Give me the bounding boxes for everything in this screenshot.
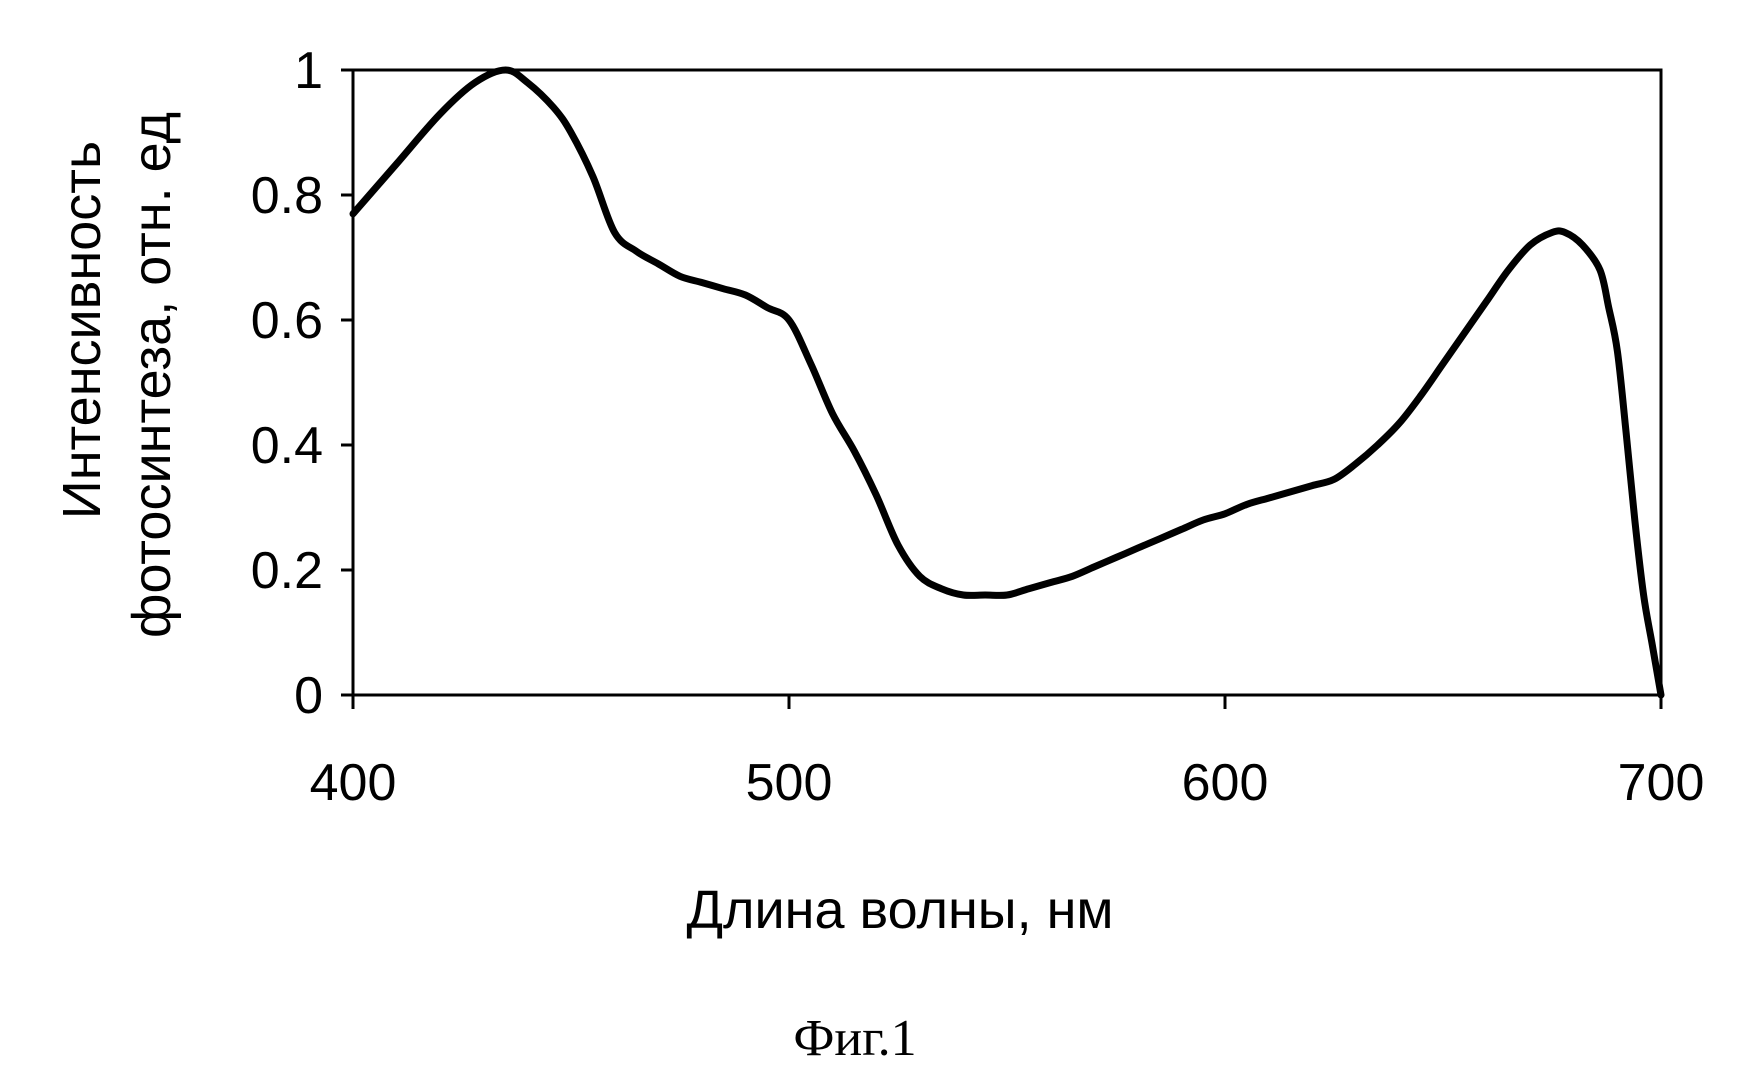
y-tick-label: 1 <box>294 42 323 100</box>
y-tick-label: 0.8 <box>251 167 323 225</box>
series-line <box>353 70 1661 695</box>
y-axis-title-line2: фотосинтеза, отн. ед <box>122 112 182 638</box>
y-tick-label: 0.4 <box>251 417 323 475</box>
x-tick-label: 400 <box>310 754 397 812</box>
x-axis-title: Длина волны, нм <box>686 880 1113 940</box>
y-tick-label: 0 <box>294 667 323 725</box>
y-tick-label: 0.6 <box>251 292 323 350</box>
x-tick-label: 500 <box>746 754 833 812</box>
x-tick-label: 600 <box>1182 754 1269 812</box>
y-axis-title-line1: Интенсивность <box>52 141 112 519</box>
y-tick-label: 0.2 <box>251 542 323 600</box>
plot-area-frame <box>353 70 1661 695</box>
x-tick-label: 700 <box>1618 754 1705 812</box>
figure-caption: Фиг.1 <box>793 1010 916 1067</box>
